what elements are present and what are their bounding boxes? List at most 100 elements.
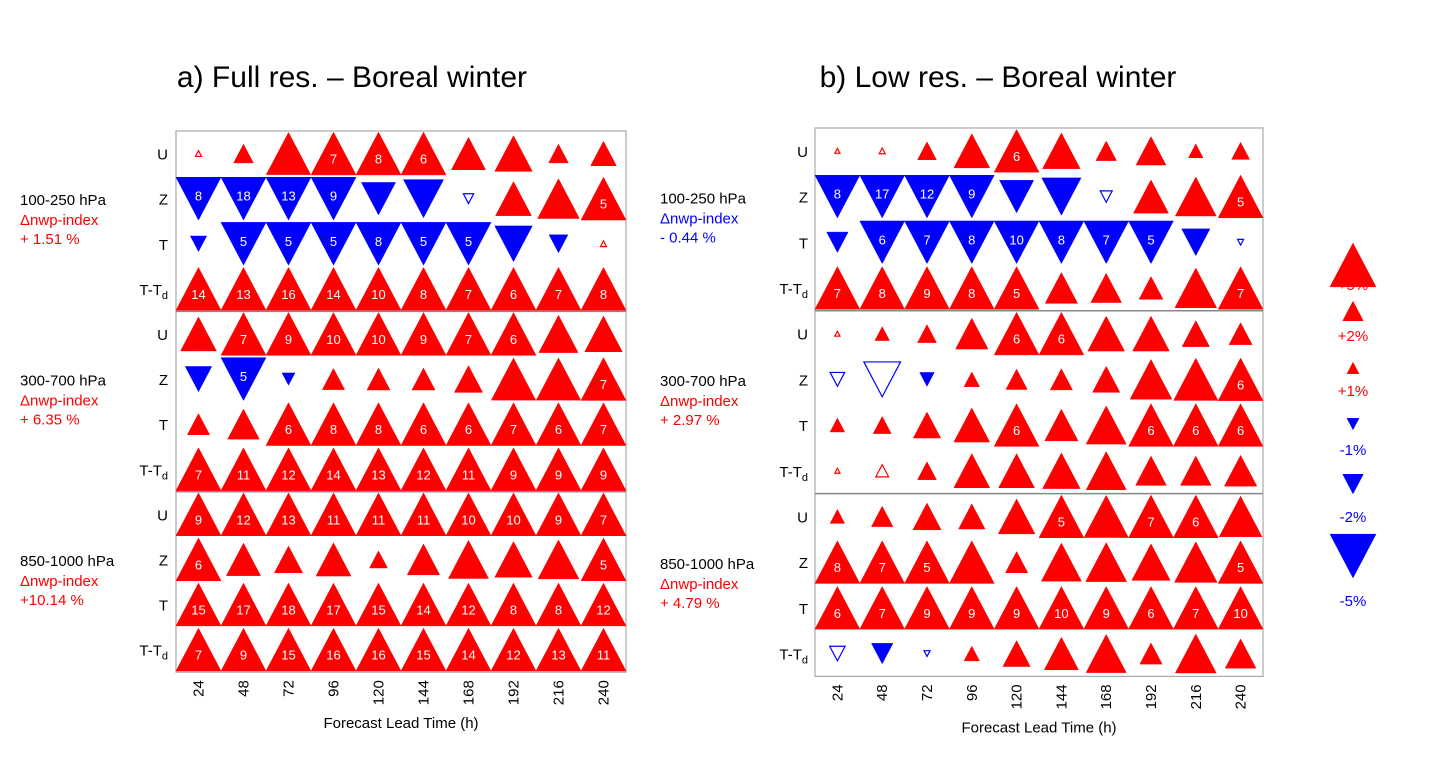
score-triangle: [1044, 272, 1079, 304]
row-label-U: U: [157, 327, 168, 344]
score-triangle: [220, 357, 267, 401]
score-triangle: [1174, 541, 1218, 583]
score-triangle: [1129, 358, 1173, 400]
score-triangle: [912, 502, 942, 531]
score-triangle: [580, 582, 627, 627]
score-value-label: 15: [416, 648, 430, 663]
score-triangle: [859, 586, 906, 630]
score-triangle: [454, 365, 483, 393]
legend-label: +1%: [1338, 383, 1368, 400]
score-triangle: [993, 311, 1040, 356]
score-triangle: [321, 367, 346, 390]
score-triangle: [538, 314, 579, 353]
score-value-label: 9: [330, 189, 337, 204]
score-triangle: [175, 582, 222, 627]
score-value-label: 10: [371, 332, 385, 347]
nwp-index-label: Δnwp-index: [660, 393, 739, 410]
score-triangle: [186, 413, 211, 435]
score-value-label: 15: [191, 603, 205, 618]
score-triangle: [265, 131, 312, 175]
x-tick-label: 24: [829, 684, 846, 701]
score-value-label: 11: [372, 512, 386, 527]
score-triangle: [175, 266, 222, 311]
score-value-label: 8: [510, 603, 517, 618]
score-triangle: [1005, 551, 1029, 573]
score-value-label: 8: [968, 232, 975, 247]
score-triangle: [265, 177, 312, 221]
x-tick-label: 120: [1009, 684, 1026, 709]
score-triangle: [220, 177, 267, 221]
nwp-index-label: Δnwp-index: [660, 576, 739, 593]
score-triangle: [1135, 455, 1167, 486]
score-value-label: 11: [327, 512, 341, 527]
score-triangle: [948, 266, 995, 310]
score-value-label: 7: [555, 287, 562, 302]
score-value-label: 14: [326, 467, 340, 482]
x-tick-label: 192: [1143, 684, 1160, 709]
row-label-U: U: [797, 144, 808, 161]
x-axis-label: Forecast Lead Time (h): [323, 715, 478, 732]
score-triangle: [1223, 454, 1258, 487]
score-triangle: [537, 178, 580, 219]
score-triangle: [220, 627, 267, 672]
nwp-index-value: - 0.44 %: [660, 229, 716, 246]
score-triangle: [580, 447, 627, 491]
score-triangle: [451, 136, 486, 170]
score-triangle: [175, 627, 222, 672]
legend-triangle: [1342, 474, 1364, 495]
score-triangle: [400, 402, 447, 446]
score-triangle: [1128, 586, 1174, 630]
score-triangle: [859, 540, 906, 584]
score-triangle: [445, 447, 492, 491]
nwp-index-label: Δnwp-index: [20, 573, 99, 590]
score-triangle: [1217, 266, 1264, 310]
score-value-label: 5: [285, 234, 292, 249]
score-triangle: [1095, 140, 1117, 161]
score-triangle: [175, 537, 222, 582]
row-label-Z: Z: [799, 372, 808, 389]
score-triangle: [310, 177, 357, 221]
score-value-label: 17: [326, 603, 340, 618]
score-triangle: [445, 312, 492, 356]
score-triangle: [535, 582, 582, 627]
score-triangle: [878, 146, 887, 155]
score-triangle: [948, 540, 995, 584]
score-triangle: [993, 220, 1040, 265]
score-triangle: [912, 411, 942, 439]
score-triangle: [829, 371, 846, 388]
score-triangle: [1042, 132, 1081, 169]
score-value-label: 13: [551, 648, 565, 663]
score-value-label: 8: [330, 422, 337, 437]
score-triangle: [355, 266, 402, 311]
score-triangle: [1217, 357, 1264, 401]
score-triangle: [955, 317, 989, 350]
score-triangle: [1002, 640, 1031, 667]
score-triangle: [993, 403, 1040, 447]
score-triangle: [1174, 267, 1218, 309]
score-triangle: [355, 402, 402, 446]
score-value-label: 7: [330, 152, 337, 167]
legend-label: -5%: [1340, 593, 1367, 610]
score-value-label: 18: [281, 603, 295, 618]
score-triangle: [315, 542, 352, 577]
nwp-index-value: + 2.97 %: [660, 412, 720, 429]
group-level-label: 100-250 hPa: [20, 192, 107, 209]
score-triangle: [1217, 403, 1264, 447]
score-triangle: [904, 220, 950, 265]
score-triangle: [400, 266, 447, 311]
score-value-label: 9: [510, 467, 517, 482]
score-value-label: 6: [285, 422, 292, 437]
score-triangle: [999, 180, 1035, 214]
score-triangle: [310, 131, 357, 176]
score-value-label: 5: [923, 560, 930, 575]
score-triangle: [490, 447, 537, 491]
x-tick-label: 144: [1053, 684, 1070, 709]
score-triangle: [310, 627, 357, 672]
score-value-label: 7: [1147, 514, 1154, 529]
score-triangle: [871, 505, 894, 527]
score-value-label: 5: [240, 234, 247, 249]
score-triangle: [580, 402, 627, 446]
score-value-label: 13: [236, 287, 250, 302]
score-triangle: [948, 175, 995, 219]
score-value-label: 7: [834, 286, 841, 301]
